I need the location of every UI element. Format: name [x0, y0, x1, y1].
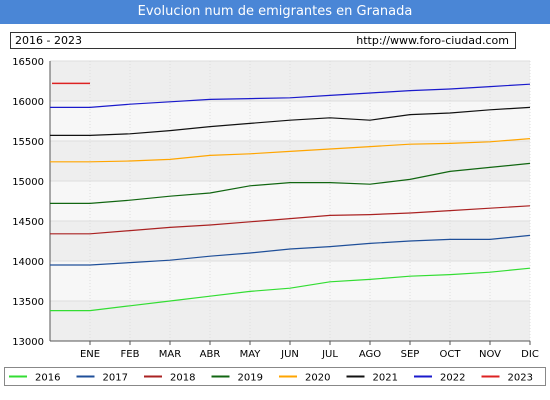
legend-label-2020: 2020 — [305, 373, 330, 384]
series-line-2018 — [50, 205, 531, 235]
y-tick-label: 13500 — [12, 297, 44, 308]
x-tick-label: OCT — [440, 349, 462, 360]
y-tick-label: 13000 — [12, 337, 44, 348]
series-line-2021 — [50, 106, 531, 136]
legend-label-2023: 2023 — [508, 373, 533, 384]
y-tick-label: 14500 — [12, 217, 44, 228]
series-line-2016 — [50, 267, 531, 312]
info-box: 2016 - 2023 http://www.foro-ciudad.com — [10, 32, 516, 49]
legend-label-2022: 2022 — [440, 373, 465, 384]
x-tick-label: ABR — [200, 349, 221, 360]
source-url[interactable]: http://www.foro-ciudad.com — [356, 34, 509, 47]
y-tick-label: 15500 — [12, 137, 44, 148]
x-tick-label: SEP — [401, 349, 420, 360]
period-label: 2016 - 2023 — [15, 34, 82, 47]
x-tick-label: NOV — [479, 349, 501, 360]
y-tick-label: 14000 — [12, 257, 44, 268]
legend-label-2018: 2018 — [170, 373, 195, 384]
series-line-2019 — [50, 162, 531, 204]
x-tick-label: MAY — [240, 349, 262, 360]
y-tick-label: 16500 — [12, 57, 44, 68]
x-tick-label: JUN — [280, 349, 299, 360]
x-tick-label: DIC — [521, 349, 539, 360]
x-tick-label: ENE — [80, 349, 100, 360]
y-tick-label: 15000 — [12, 177, 44, 188]
series-line-2022 — [50, 83, 531, 109]
chart-title: Evolucion num de emigrantes en Granada — [0, 0, 550, 24]
legend: 2016 2017 2018 2019 2020 2021 2022 2023 — [4, 367, 546, 386]
y-tick-label: 16000 — [12, 97, 44, 108]
legend-label-2017: 2017 — [103, 373, 128, 384]
x-tick-label: JUL — [321, 349, 338, 360]
legend-label-2016: 2016 — [35, 373, 60, 384]
series-line-2020 — [50, 138, 531, 163]
legend-label-2019: 2019 — [238, 373, 263, 384]
series-line-2017 — [50, 234, 531, 266]
x-tick-label: FEB — [121, 349, 140, 360]
x-tick-label: MAR — [159, 349, 181, 360]
legend-svg: 2016 2017 2018 2019 2020 2021 2022 2023 — [9, 373, 533, 384]
x-tick-label: AGO — [359, 349, 381, 360]
legend-label-2021: 2021 — [373, 373, 398, 384]
